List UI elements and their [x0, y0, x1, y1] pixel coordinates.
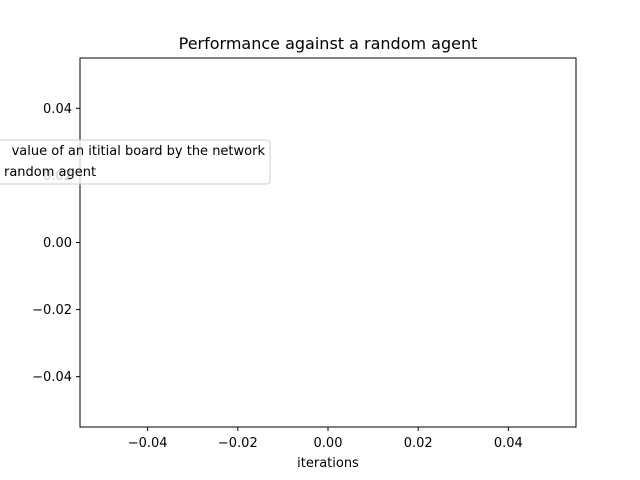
legend-box: [0, 139, 271, 185]
legend: value of an ititial board by the network…: [0, 139, 271, 185]
x-tick-label: 0.04: [494, 436, 523, 451]
legend-entry-1: value of an ititial board by the network: [12, 144, 266, 159]
legend-entry-2: random agent: [4, 165, 96, 180]
chart-title: Performance against a random agent: [179, 34, 478, 53]
y-tick-label: −0.02: [32, 303, 72, 318]
x-tick-label: −0.02: [218, 436, 258, 451]
x-axis-ticks: −0.04 −0.02 0.00 0.02 0.04: [128, 427, 523, 451]
y-tick-label: −0.04: [32, 370, 72, 385]
y-tick-label: 0.00: [43, 236, 72, 251]
x-tick-label: 0.00: [314, 436, 343, 451]
y-tick-label: 0.04: [43, 102, 72, 117]
plot-frame: [79, 57, 577, 428]
x-tick-label: 0.02: [404, 436, 433, 451]
x-axis-label: iterations: [297, 456, 359, 471]
x-tick-label: −0.04: [128, 436, 168, 451]
